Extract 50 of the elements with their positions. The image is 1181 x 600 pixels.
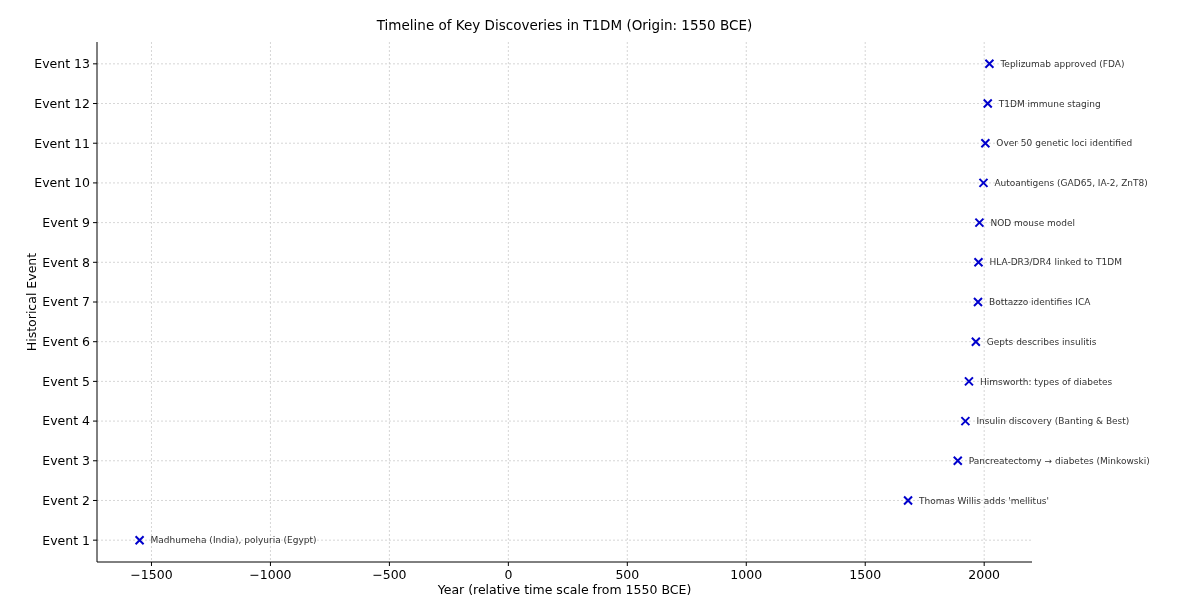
- y-tick-label: Event 9: [42, 214, 91, 230]
- x-axis-title: Year (relative time scale from 1550 BCE): [436, 582, 692, 597]
- annotation: Over 50 genetic loci identified: [996, 138, 1133, 149]
- annotation: Thomas Willis adds 'mellitus': [918, 495, 1050, 506]
- x-tick-label: 2000: [968, 567, 1001, 582]
- x-tick-label: −500: [372, 567, 407, 582]
- annotation: NOD mouse model: [990, 217, 1076, 228]
- annotation: Teplizumab approved (FDA): [999, 58, 1125, 69]
- point: [134, 535, 145, 546]
- annotation: Insulin discovery (Banting & Best): [976, 416, 1130, 427]
- point: [978, 177, 989, 188]
- point: [972, 297, 983, 307]
- annotation: Pancreatectomy → diabetes (Minkowski): [968, 455, 1150, 466]
- annotation: T1DM immune staging: [997, 98, 1101, 109]
- point: [960, 416, 971, 427]
- annotation: Madhumeha (India), polyuria (Egypt): [150, 535, 317, 546]
- x-tick-label: −1000: [249, 567, 292, 582]
- point: [980, 138, 991, 149]
- annotation: Bottazzo identifies ICA: [988, 297, 1092, 308]
- annotation: Autoantigens (GAD65, IA-2, ZnT8): [994, 178, 1148, 189]
- point: [970, 336, 981, 347]
- y-tick-label: Event 5: [42, 373, 90, 389]
- y-tick-label: Event 7: [42, 294, 90, 310]
- y-tick-label: Event 3: [42, 453, 90, 469]
- y-tick-label: Event 1: [42, 532, 90, 548]
- annotation: Gepts describes insulitis: [986, 336, 1097, 347]
- point: [973, 257, 984, 268]
- point: [982, 98, 993, 109]
- x-tick-label: 1000: [730, 567, 763, 582]
- y-tick-label: Event 13: [34, 56, 90, 72]
- x-tick-label: 0: [504, 567, 513, 582]
- y-axis-title: Historical Event: [24, 252, 39, 352]
- y-tick-label: Event 11: [34, 135, 90, 151]
- y-tick-label: Event 8: [42, 254, 91, 270]
- point: [903, 495, 914, 506]
- y-tick-label: Event 4: [42, 413, 91, 429]
- point: [963, 376, 974, 387]
- annotation: HLA-DR3/DR4 linked to T1DM: [989, 257, 1122, 268]
- y-tick-label: Event 6: [42, 334, 91, 350]
- annotation: Himsworth: types of diabetes: [979, 376, 1113, 387]
- point: [974, 217, 985, 228]
- y-tick-label: Event 10: [34, 175, 91, 191]
- y-tick-label: Event 2: [42, 492, 90, 508]
- y-tick-label: Event 12: [34, 95, 90, 111]
- point: [984, 58, 995, 69]
- x-tick-label: −1500: [130, 567, 173, 582]
- x-tick-label: 500: [615, 567, 640, 582]
- x-tick-label: 1500: [849, 567, 882, 582]
- point: [952, 455, 963, 466]
- chart-title: Timeline of Key Discoveries in T1DM (Origin: 1550 BCE): [375, 17, 753, 33]
